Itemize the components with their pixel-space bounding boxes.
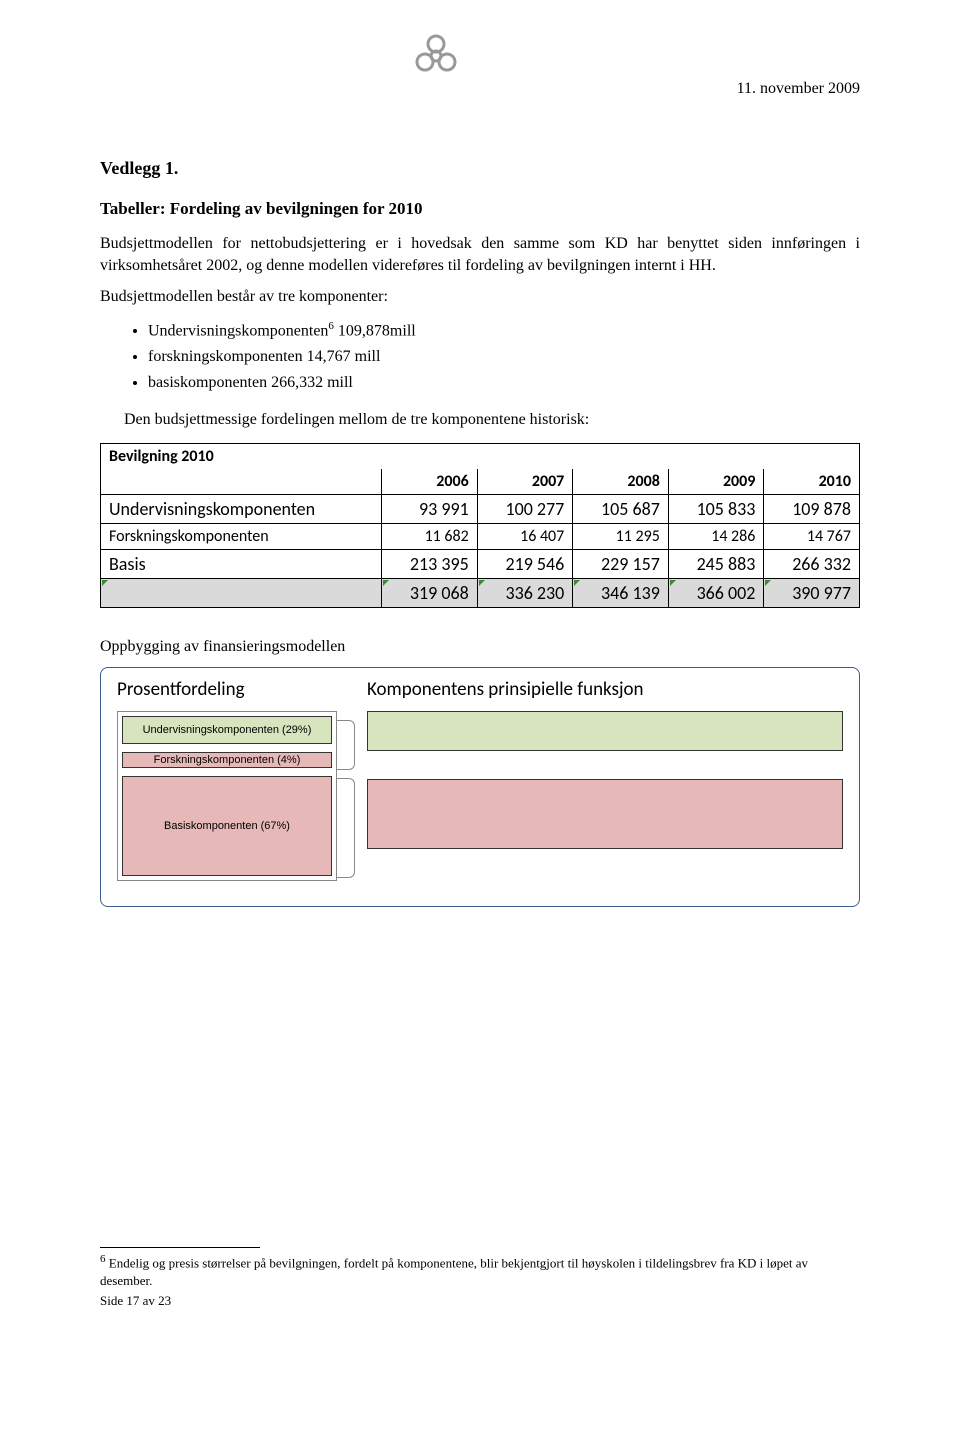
diagram-left-heading: Prosentfordeling <box>117 678 337 701</box>
table-row: Basis213 395219 546229 157245 883266 332 <box>101 549 860 578</box>
percent-block: Forskningskomponenten (4%) <box>122 752 332 768</box>
table-row: Forskningskomponenten11 68216 40711 2951… <box>101 523 860 549</box>
component-list: Undervisningskomponenten6 109,878mill fo… <box>148 318 860 395</box>
vedlegg-title: Vedlegg 1. <box>100 158 860 179</box>
bracket-icon <box>337 720 355 770</box>
page-number: Side 17 av 23 <box>100 1293 860 1309</box>
percent-block: Undervisningskomponenten (29%) <box>122 716 332 744</box>
bullet-3: basiskomponenten 266,332 mill <box>148 371 860 395</box>
logo-icon <box>410 30 462 82</box>
function-box-2 <box>367 779 843 849</box>
table-title: Bevilgning 2010 <box>101 443 860 469</box>
table-header-row: 2006 2007 2008 2009 2010 <box>101 469 860 495</box>
tabeller-title: Tabeller: Fordeling av bevilgningen for … <box>100 199 860 219</box>
date-header: 11. november 2009 <box>100 80 860 98</box>
footnote: 6 Endelig og presis størrelser på bevilg… <box>100 1252 860 1289</box>
diagram: Prosentfordeling Undervisningskomponente… <box>100 667 860 907</box>
bullet-1: Undervisningskomponenten6 109,878mill <box>148 318 860 343</box>
paragraph-mellom: Den budsjettmessige fordelingen mellom d… <box>124 409 860 431</box>
table-total-row: 319 068336 230346 139366 002390 977 <box>101 578 860 607</box>
bevilgning-table: Bevilgning 2010 2006 2007 2008 2009 2010… <box>100 443 860 608</box>
function-box-1 <box>367 711 843 751</box>
percent-stack: Undervisningskomponenten (29%) Forsknings… <box>117 711 337 881</box>
percent-block: Basiskomponenten (67%) <box>122 776 332 876</box>
oppbygging-heading: Oppbygging av finansieringsmodellen <box>100 636 860 658</box>
bullet-2: forskningskomponenten 14,767 mill <box>148 345 860 369</box>
table-row: Undervisningskomponenten93 991100 277105… <box>101 494 860 523</box>
bracket-icon <box>337 778 355 878</box>
paragraph-2: Budsjettmodellen består av tre komponent… <box>100 286 860 308</box>
footnote-separator <box>100 1247 260 1248</box>
diagram-right-heading: Komponentens prinsipielle funksjon <box>367 678 843 701</box>
paragraph-1: Budsjettmodellen for nettobudsjettering … <box>100 233 860 276</box>
